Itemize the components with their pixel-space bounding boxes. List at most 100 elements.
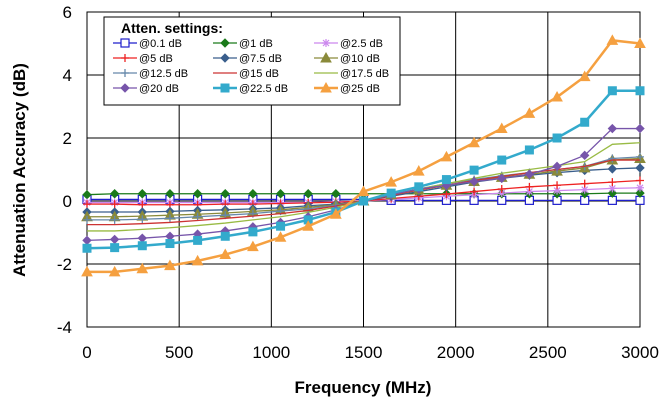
data-point [81,265,93,277]
data-point [386,188,396,198]
data-point [635,188,645,198]
legend-label: @1 dB [239,38,273,50]
data-point [468,136,480,148]
legend-label: @15 dB [239,68,279,80]
data-point [469,165,479,175]
series-12 [81,34,646,277]
data-point [607,123,618,134]
data-point [551,91,563,102]
data-point [608,154,617,163]
data-point [137,189,148,199]
series-11 [82,86,645,253]
data-point [304,204,313,213]
legend-swatch-marker [120,38,130,48]
legend-label: @22.5 dB [239,83,288,95]
data-point [525,187,534,196]
x-tick-label: 1000 [252,343,290,362]
y-tick-label: -4 [57,318,72,337]
data-point [441,175,451,185]
data-point [636,176,644,185]
legend-swatch-marker [220,53,230,63]
data-point [330,208,342,219]
x-tick-label: 1500 [345,343,383,362]
legend-item: @5 dB [113,53,173,65]
legend-swatch-marker [320,81,332,93]
data-point [553,181,562,190]
data-point [580,185,589,194]
x-tick-label: 500 [165,343,193,362]
legend-label: @5 dB [139,53,173,65]
legend-item: @15 dB [213,68,279,80]
legend-items: @0.1 dB @1 dB @2.5 dB @5 dB @7.5 dB @10 dB @12… [113,38,389,95]
data-point [110,215,119,224]
data-point [220,231,230,241]
legend-label: @17.5 dB [340,68,389,80]
data-point [108,265,121,277]
legend-swatch-marker [220,83,230,93]
data-point [110,200,119,209]
data-point [303,189,313,199]
data-point [136,262,149,274]
data-point [137,241,147,251]
x-axis-title: Frequency (MHz) [295,378,432,397]
data-point [607,164,618,174]
legend-item: @12.5 dB [113,68,188,80]
data-point [440,150,453,162]
data-point [412,165,425,176]
legend-label: @7.5 dB [239,53,282,65]
data-point [248,227,258,237]
legend-item: @2.5 dB [314,38,383,50]
data-point [109,189,120,199]
legend-item: @22.5 dB [213,83,288,95]
data-point [580,117,590,127]
data-point [495,122,508,134]
data-point [302,220,315,231]
data-point [552,133,562,143]
y-axis-title: Attenuation Accuracy (dB) [10,63,29,277]
y-tick-label: 0 [63,192,72,211]
data-point [497,155,507,165]
legend-item: @7.5 dB [213,53,282,65]
legend-label: @0.1 dB [139,38,182,50]
y-tick-label: 6 [63,3,72,22]
data-point [552,161,562,172]
x-tick-label: 2000 [437,343,475,362]
legend-item: @0.1 dB [113,38,182,50]
legend-label: @25 dB [340,83,380,95]
x-tick-label: 0 [82,343,91,362]
data-point [414,182,424,192]
data-point [635,163,645,173]
data-point [164,259,176,271]
x-tick-label: 2500 [529,343,567,362]
legend-swatch-marker [220,38,230,48]
legend-swatch-marker [322,39,330,47]
data-point [580,179,589,188]
data-point [497,189,506,198]
data-point [83,200,91,209]
legend-item: @17.5 dB [314,68,389,80]
data-point [193,235,203,245]
legend-label: @2.5 dB [340,38,383,50]
y-tick-label: 2 [63,129,72,148]
data-point [248,189,258,199]
tick-labels: 0 500 1000 1500 2000 2500 3000 -4 -2 0 2 4 6 [57,3,659,362]
data-point [275,189,286,199]
legend-title: Atten. settings: [121,20,223,36]
legend-item: @1 dB [213,38,273,50]
data-point [219,248,232,260]
series-layer [81,34,646,277]
data-point [497,173,507,184]
data-point [357,185,370,197]
legend-item: @20 dB [113,83,179,95]
data-point [635,86,645,96]
legend-swatch-marker [120,83,130,93]
data-point [578,70,591,82]
data-point [193,212,202,221]
x-tick-label: 3000 [621,343,659,362]
data-point [523,107,536,118]
data-point [165,239,175,249]
data-point [274,231,287,242]
data-point [82,243,92,253]
legend-item: @25 dB [314,81,380,95]
legend-swatch-marker [121,54,129,62]
